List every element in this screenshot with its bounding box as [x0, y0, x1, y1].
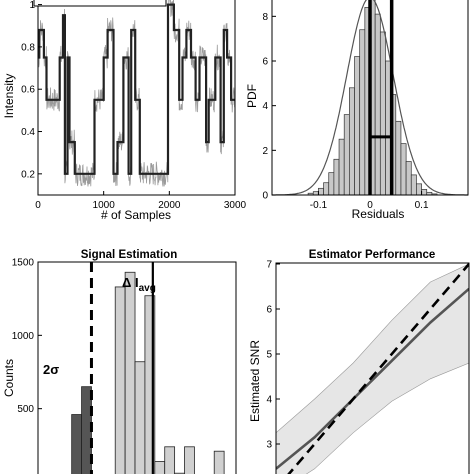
- light-count-bar: [164, 446, 176, 474]
- residual-bar: [328, 172, 335, 196]
- panel-estimator-performance: Estimator Performance 3 4 5 6 7 Estimated SN…: [248, 249, 470, 474]
- intensity-xtick-label: 0: [35, 200, 41, 211]
- residual-bar: [333, 158, 340, 196]
- panel-signal-estimation: Signal Estimation 050010001500 Counts 2σ…: [2, 249, 237, 474]
- residual-bar: [343, 114, 350, 196]
- light-count-bar: [184, 446, 195, 474]
- signal-ytick-label: 500: [17, 404, 34, 415]
- light-count-bar: [114, 286, 126, 474]
- light-count-bar: [154, 461, 166, 474]
- residuals-ylabel: PDF: [245, 84, 259, 108]
- intensity-axes-box: [37, 0, 236, 196]
- estimator-ylabel: Estimated SNR: [248, 340, 262, 422]
- two-sigma-text: 2σ: [43, 362, 59, 377]
- intensity-xtick-label: 3000: [224, 200, 247, 211]
- signal-ylabel: Counts: [2, 359, 16, 397]
- estimator-axes-box: [275, 262, 470, 474]
- residual-bar: [318, 187, 324, 196]
- estimator-plot-area: [276, 263, 469, 474]
- estimated-snr-line: [276, 287, 469, 470]
- residuals-xtick-label: 0.1: [415, 200, 429, 211]
- delta-i-avg-annotation: Δ Iavg: [122, 275, 156, 294]
- intensity-ytick-label: 1: [29, 0, 35, 11]
- residuals-ytick-label: 4: [262, 101, 268, 112]
- residuals-plot-area: [272, 0, 468, 196]
- residual-bar: [338, 138, 345, 196]
- signal-plot-area: [71, 262, 225, 474]
- residual-bar: [385, 60, 391, 196]
- residuals-ytick-label: 0: [262, 191, 268, 202]
- residual-bar: [416, 183, 422, 196]
- estimator-ytick-label: 6: [266, 305, 272, 316]
- delta-i-text: Δ I: [122, 275, 139, 290]
- light-count-bar: [144, 295, 156, 474]
- residuals-xtick-label: 0: [367, 200, 373, 211]
- light-count-bar: [213, 450, 225, 474]
- residual-bar: [379, 31, 386, 196]
- residuals-ytick-label: 8: [262, 12, 268, 23]
- residual-bar: [395, 120, 402, 196]
- intensity-xtick-label: 1000: [93, 200, 116, 211]
- residual-bar: [323, 182, 330, 196]
- residual-bar: [354, 56, 361, 196]
- delta-i-subscript: avg: [139, 283, 156, 294]
- identity-reference-line: [287, 263, 469, 474]
- residual-bar: [374, 13, 381, 196]
- residuals-ytick-label: 6: [262, 57, 268, 68]
- estimator-ytick-label: 5: [266, 350, 272, 361]
- residual-bar: [400, 143, 407, 196]
- confidence-band: [276, 263, 469, 474]
- signal-ytick-label: 1500: [12, 258, 35, 269]
- estimator-performance-title: Estimator Performance: [309, 249, 436, 261]
- signal-estimation-title: Signal Estimation: [81, 249, 178, 261]
- estimator-clipped-group: [276, 263, 469, 474]
- dark-count-bar: [81, 386, 92, 474]
- residuals-ytick-label: 2: [262, 146, 268, 157]
- intensity-legend-box: [33, 0, 167, 7]
- residual-bar: [312, 191, 319, 196]
- residuals-xlabel: Residuals: [352, 207, 405, 221]
- signal-ticks: 050010001500: [12, 258, 42, 415]
- residuals-ticks: -0.1 0 0.1 0 2 4 6 8: [262, 12, 429, 211]
- intensity-ytick-label: 0.6: [21, 85, 35, 96]
- residuals-xtick-label: -0.1: [310, 200, 328, 211]
- intensity-plot-area: [37, 0, 235, 187]
- dark-count-bar: [71, 414, 82, 474]
- estimator-ytick-label: 4: [266, 395, 272, 406]
- intensity-xtick-label: 2000: [158, 200, 181, 211]
- light-count-bar: [124, 271, 136, 474]
- intensity-ylabel: Intensity: [2, 74, 16, 119]
- panel-residuals-histogram: -0.1 0 0.1 0 2 4 6 8 Residuals PDF: [245, 0, 469, 221]
- light-count-bar: [134, 361, 146, 474]
- two-sigma-annotation: 2σ: [43, 362, 59, 377]
- estimator-ticks: 3 4 5 6 7: [266, 260, 280, 451]
- estimator-ytick-label: 3: [266, 440, 272, 451]
- signal-axes-box: [37, 261, 237, 474]
- gaussian-fit-curve: [272, 0, 468, 196]
- intensity-ytick-label: 0.8: [21, 42, 35, 53]
- residual-bar: [421, 189, 428, 196]
- residual-bar: [349, 87, 355, 196]
- residual-bar: [405, 161, 412, 196]
- signal-ytick-label: 1000: [12, 331, 35, 342]
- intensity-ytick-label: 0.2: [21, 169, 35, 180]
- residual-bar: [359, 29, 366, 196]
- intensity-ticks: 0 1000 2000 3000 0.2 0.4 0.6 0.8 1: [21, 0, 246, 211]
- intensity-xlabel: # of Samples: [101, 208, 171, 222]
- intensity-step-fit: [38, 3, 235, 175]
- estimator-ytick-label: 7: [266, 260, 272, 271]
- residual-bar: [410, 174, 417, 196]
- intensity-ytick-label: 0.4: [21, 127, 35, 138]
